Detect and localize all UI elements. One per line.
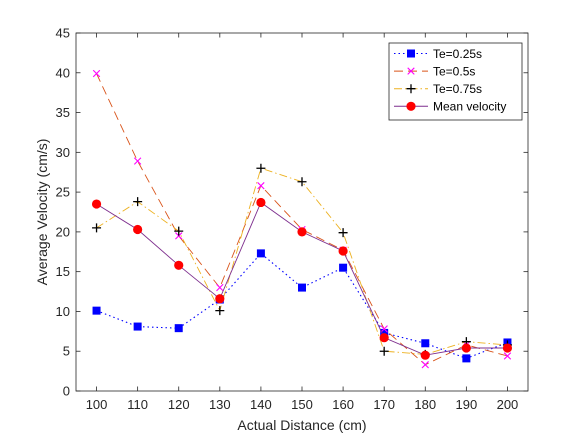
x-tick-label: 150 — [291, 397, 313, 412]
legend-label: Te=0.5s — [433, 64, 475, 78]
x-tick-label: 160 — [332, 397, 354, 412]
y-tick-label: 35 — [56, 105, 70, 120]
series-4 — [91, 197, 513, 360]
x-tick-label: 110 — [127, 397, 148, 412]
data-point — [133, 157, 142, 165]
data-point — [420, 350, 430, 360]
x-tick-label: 130 — [209, 397, 231, 412]
y-tick-label: 5 — [63, 344, 70, 359]
data-point — [174, 260, 184, 270]
x-tick-label: 140 — [250, 397, 272, 412]
x-tick-label: 180 — [414, 397, 436, 412]
legend-label: Mean velocity — [433, 100, 506, 114]
data-point — [133, 197, 143, 207]
data-point — [338, 228, 348, 238]
y-tick-label: 20 — [56, 224, 70, 239]
data-point — [421, 339, 430, 348]
data-point — [256, 197, 266, 208]
data-point — [174, 226, 184, 236]
legend-label: Te=0.25s — [433, 47, 482, 61]
y-tick-label: 45 — [56, 26, 70, 41]
y-tick-label: 0 — [63, 384, 70, 399]
data-point — [133, 322, 142, 331]
y-axis-label: Average Velocity (cm/s) — [34, 139, 50, 286]
data-point — [92, 69, 101, 78]
y-tick-label: 25 — [56, 185, 70, 200]
data-point — [298, 283, 306, 292]
data-point — [380, 325, 388, 333]
data-point — [379, 346, 389, 356]
data-point — [133, 224, 143, 235]
data-point — [216, 283, 224, 292]
data-point — [421, 361, 429, 369]
data-point — [256, 249, 265, 258]
y-tick-label: 10 — [56, 304, 70, 319]
data-point — [215, 294, 225, 304]
data-point — [297, 227, 307, 237]
data-point — [256, 163, 266, 173]
legend-marker — [406, 101, 416, 111]
legend-entry: Te=0.5s — [394, 64, 475, 78]
x-tick-label: 200 — [497, 397, 519, 412]
data-point — [215, 306, 225, 316]
data-point — [257, 182, 265, 190]
data-point — [503, 352, 512, 360]
legend-entry: Mean velocity — [394, 100, 506, 114]
legend-entry: Te=0.75s — [394, 82, 482, 96]
legend: Te=0.25s Te=0.5s Te=0.75s Mean velocity — [388, 42, 523, 121]
data-point — [462, 354, 471, 363]
data-point — [174, 324, 183, 333]
x-tick-label: 190 — [456, 397, 478, 412]
data-point — [175, 232, 183, 240]
legend-marker — [406, 84, 416, 94]
data-point — [338, 246, 348, 256]
series-line — [96, 167, 508, 355]
legend-entry: Te=0.25s — [394, 47, 482, 61]
y-tick-label: 15 — [56, 264, 70, 279]
x-tick-label: 170 — [373, 397, 395, 412]
data-point — [502, 343, 513, 353]
series-line — [96, 73, 508, 366]
data-point — [92, 306, 101, 315]
legend-label: Te=0.75s — [433, 82, 482, 96]
legend-marker — [407, 49, 415, 58]
data-point — [297, 177, 307, 187]
data-point — [379, 333, 389, 343]
data-point — [339, 263, 348, 272]
legend-marker — [407, 67, 415, 75]
x-tick-label: 120 — [168, 397, 190, 412]
data-point — [91, 199, 102, 209]
data-point — [380, 328, 389, 337]
data-point — [461, 343, 471, 353]
x-tick-label: 100 — [86, 397, 108, 412]
y-tick-label: 30 — [56, 145, 70, 160]
y-tick-label: 40 — [56, 65, 70, 80]
x-axis-label: Actual Distance (cm) — [237, 417, 366, 433]
series-layer — [91, 69, 513, 369]
data-point — [92, 223, 102, 233]
axes-layer: 100 110 120 130 140 150 160 170 180 190 200 0 5 10 15 2… — [56, 26, 529, 412]
